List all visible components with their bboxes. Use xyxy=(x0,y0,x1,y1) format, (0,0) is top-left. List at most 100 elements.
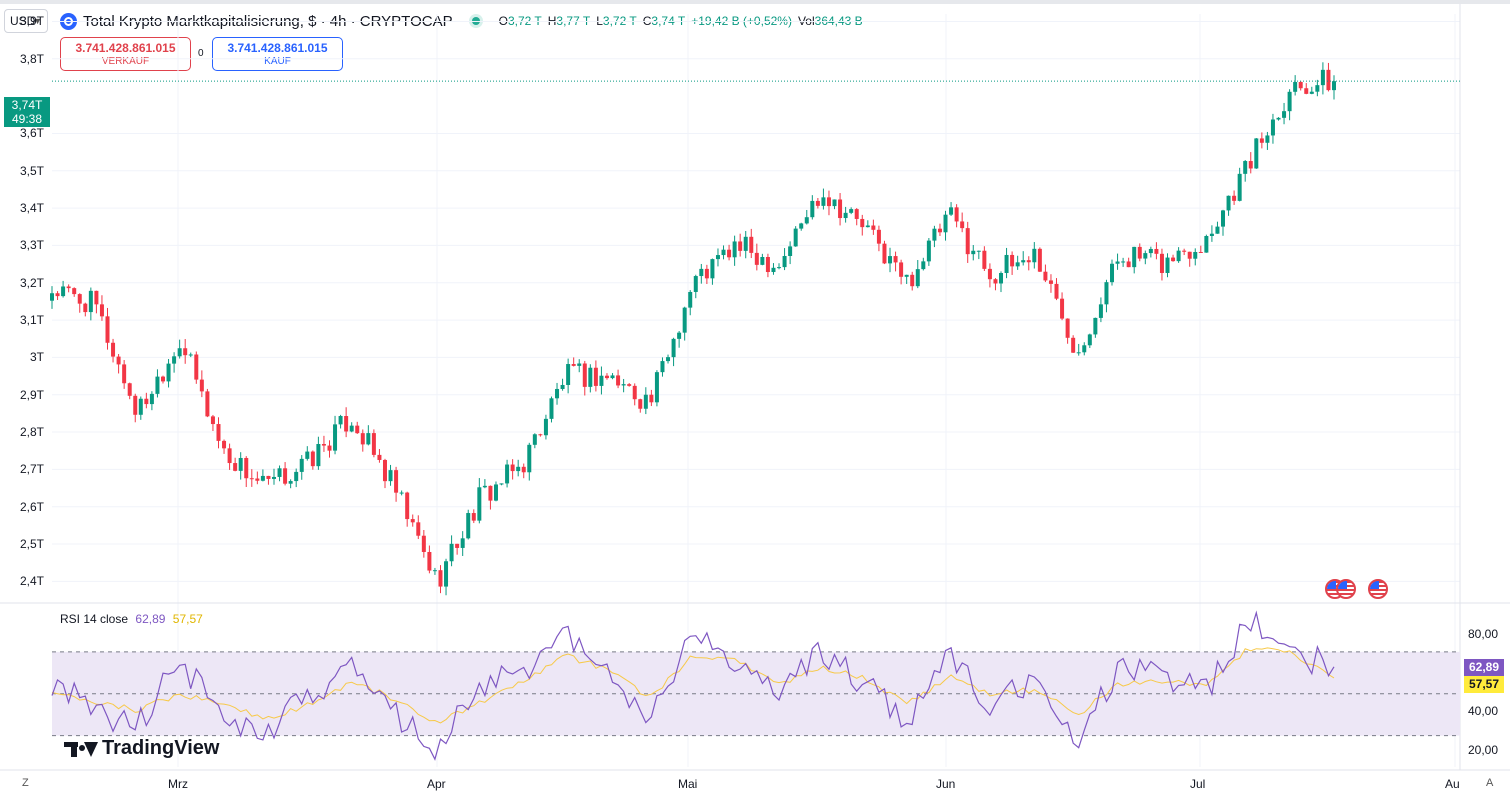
rsi-ma-line xyxy=(51,647,1335,724)
candle-body xyxy=(1209,233,1214,236)
candle-body xyxy=(1104,282,1109,305)
candle-body xyxy=(715,255,720,260)
candle-body xyxy=(1126,261,1131,268)
time-tick-label: Au xyxy=(1445,777,1460,791)
last-price-tag: 3,74T 49:38 xyxy=(4,97,50,127)
candle-body xyxy=(549,398,554,419)
candle-body xyxy=(1248,161,1253,169)
candle-body xyxy=(810,200,815,218)
candle-body xyxy=(1215,226,1220,234)
candle-body xyxy=(1021,260,1026,263)
us-flag-icon[interactable] xyxy=(1368,579,1388,599)
candle-body xyxy=(61,286,66,297)
candle-body xyxy=(244,457,249,479)
candle-body xyxy=(222,440,227,449)
candle-body xyxy=(1320,69,1325,86)
candle-body xyxy=(455,543,460,548)
candle-body xyxy=(1071,337,1076,353)
candle-body xyxy=(538,434,543,436)
candle-body xyxy=(521,466,526,473)
candle-body xyxy=(799,223,804,229)
candle-body xyxy=(144,398,149,405)
tradingview-mark-icon xyxy=(64,740,98,758)
candle-body xyxy=(133,395,138,415)
rsi-tick-40: 40,00 xyxy=(1468,704,1499,718)
candle-body xyxy=(266,475,271,479)
candle-body xyxy=(233,463,238,471)
candle-body xyxy=(333,424,338,451)
candle-body xyxy=(111,342,116,357)
candle-body xyxy=(693,276,698,292)
tradingview-logo[interactable]: TradingView xyxy=(64,737,219,760)
candle-body xyxy=(477,487,482,521)
candle-body xyxy=(277,468,282,477)
currency-selector[interactable]: USD ▼ xyxy=(4,9,48,33)
candle-body xyxy=(172,356,177,364)
candle-body xyxy=(116,356,121,365)
candle-body xyxy=(599,375,604,386)
candle-body xyxy=(899,262,904,277)
candle-body xyxy=(1065,318,1070,338)
candle-body xyxy=(915,269,920,287)
price-tick-label: 2,7T xyxy=(19,462,44,477)
candle-body xyxy=(1076,352,1081,354)
candle-body xyxy=(527,444,532,473)
candle-body xyxy=(954,207,959,222)
candle-body xyxy=(305,451,310,459)
candle-body xyxy=(427,551,432,571)
candle-body xyxy=(1032,248,1037,263)
candle-body xyxy=(904,274,909,277)
rsi-line xyxy=(51,610,1335,761)
candle-body xyxy=(194,354,199,380)
candle-body xyxy=(410,519,415,523)
us-flag-icon[interactable] xyxy=(1336,579,1356,599)
rsi-legend[interactable]: RSI 14 close 62,89 57,57 xyxy=(60,612,203,626)
price-tick-label: 2,5T xyxy=(19,537,44,551)
candle-body xyxy=(355,425,360,434)
candle-body xyxy=(588,367,593,387)
candle-body xyxy=(183,348,188,356)
candle-body xyxy=(227,448,232,464)
timezone-button[interactable]: Z xyxy=(22,777,29,789)
candle-body xyxy=(199,379,204,392)
candle-body xyxy=(643,394,648,409)
price-tick-label: 3,4T xyxy=(19,201,44,216)
candle-body xyxy=(593,367,598,386)
candle-body xyxy=(488,485,493,501)
candle-body xyxy=(976,250,981,252)
candle-body xyxy=(777,267,782,269)
candle-body xyxy=(421,535,426,552)
candle-body xyxy=(532,434,537,445)
candle-body xyxy=(122,364,127,384)
candle-body xyxy=(1293,82,1298,92)
candle-body xyxy=(88,290,93,313)
candle-body xyxy=(127,383,132,396)
candle-body xyxy=(1193,251,1198,259)
rsi-title: RSI 14 close xyxy=(60,612,129,626)
candle-body xyxy=(771,267,776,273)
candle-body xyxy=(999,273,1004,284)
candle-body xyxy=(621,384,626,386)
buy-label: KAUF xyxy=(264,56,291,67)
auto-scale-button[interactable]: A xyxy=(1486,777,1494,789)
candle-body xyxy=(1176,250,1181,262)
currency-label: USD xyxy=(10,14,36,28)
candle-body xyxy=(838,199,843,219)
candle-body xyxy=(388,470,393,482)
sell-button[interactable]: 3.741.428.861.015 VERKAUF xyxy=(60,37,191,71)
candle-body xyxy=(843,212,848,219)
candle-body xyxy=(499,483,504,485)
candle-body xyxy=(871,225,876,230)
candle-body xyxy=(893,256,898,263)
candle-body xyxy=(1137,246,1142,259)
candle-body xyxy=(1254,138,1259,169)
candle-body xyxy=(793,228,798,247)
candle-body xyxy=(105,316,110,343)
buy-button[interactable]: 3.741.428.861.015 KAUF xyxy=(212,37,343,71)
candle-body xyxy=(571,364,576,366)
price-tick-label: 3,8T xyxy=(19,51,44,66)
candle-body xyxy=(438,570,443,587)
candle-body xyxy=(987,268,992,280)
candle-body xyxy=(510,464,515,472)
